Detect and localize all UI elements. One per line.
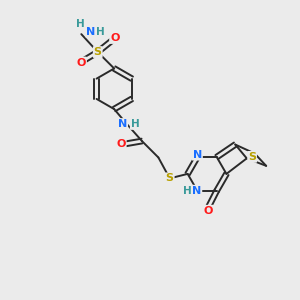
Text: O: O (204, 206, 213, 216)
Text: N: N (118, 119, 127, 129)
Text: N: N (193, 150, 202, 160)
Text: N: N (86, 27, 95, 37)
Text: H: H (76, 19, 85, 29)
Text: O: O (110, 33, 119, 43)
Text: H: H (131, 119, 140, 129)
Text: N: N (192, 186, 201, 196)
Text: H: H (96, 27, 105, 37)
Text: S: S (94, 47, 102, 57)
Text: H: H (182, 186, 191, 196)
Text: S: S (248, 152, 256, 162)
Text: O: O (116, 139, 126, 149)
Text: S: S (166, 173, 174, 183)
Text: O: O (76, 58, 86, 68)
